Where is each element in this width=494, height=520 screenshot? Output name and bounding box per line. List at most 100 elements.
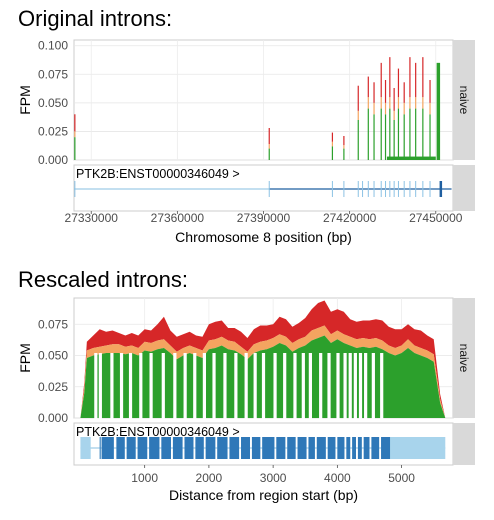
intron-gap [364, 353, 368, 419]
intron-gap [336, 353, 340, 419]
coverage-spike-red [357, 85, 359, 111]
transcript-strip [453, 165, 475, 211]
area-series-red [80, 300, 446, 418]
exon-cds [316, 437, 326, 459]
coverage-spike-red [397, 68, 400, 98]
coverage-spike-green [380, 108, 382, 160]
coverage-spike-green [74, 137, 76, 160]
intron-gap [202, 353, 207, 419]
coverage-spike-orange [268, 144, 270, 149]
intron-gap [223, 353, 227, 419]
exon-cds [101, 437, 114, 459]
coverage-spike-red [389, 57, 391, 98]
intron-gap [183, 353, 187, 419]
coverage-spike-orange [384, 102, 387, 115]
coverage-spike-orange [389, 97, 391, 109]
exon-cds [262, 437, 275, 459]
coverage-spike-red [74, 114, 76, 132]
exon-cds [161, 437, 171, 459]
coverage-spike-green [367, 108, 369, 160]
x-axis-label: Chromosome 8 position (bp) [175, 229, 352, 245]
exon-cds [251, 437, 261, 459]
exon-cds [327, 437, 336, 459]
exon-cds [241, 437, 251, 459]
coverage-spike-green [357, 120, 359, 160]
coverage-spike-orange [409, 97, 411, 109]
intron-gap [98, 353, 102, 419]
intron-gap [193, 353, 197, 419]
exon-cds [116, 437, 125, 459]
chart-title: Rescaled introns: [18, 267, 188, 292]
coverage-spike-orange [357, 110, 359, 120]
intron-gap [128, 353, 133, 419]
exon-mark [385, 181, 387, 197]
exon-cds [99, 437, 101, 459]
facet-strip [453, 40, 475, 160]
coverage-spike-green [393, 120, 395, 160]
exon-cds [184, 437, 194, 459]
coverage-spike-orange [331, 141, 334, 147]
coverage-spike-green [429, 114, 431, 160]
coverage-spike-green [422, 108, 424, 160]
coverage-spike-green [268, 148, 270, 160]
exon-mark [362, 181, 364, 197]
baseline-coverage [436, 62, 441, 160]
facet-label: naive [457, 86, 471, 115]
exon-mark [439, 181, 443, 197]
coverage-marks [80, 300, 446, 419]
coverage-spike-green [384, 114, 387, 160]
x-tick-label: 1000 [131, 471, 158, 485]
exon-mark [331, 181, 333, 197]
x-axis-label: Distance from region start (bp) [169, 487, 358, 503]
exon-cds [363, 437, 370, 459]
coverage-spike-orange [415, 97, 417, 109]
coverage-spike-orange [367, 97, 369, 109]
coverage-spike-orange [74, 131, 76, 138]
intron-gap [319, 353, 323, 419]
coverage-spike-red [380, 62, 382, 98]
exon-cds [297, 437, 307, 459]
coverage-spike-green [389, 108, 391, 160]
coverage-spike-green [331, 146, 334, 160]
coverage-spike-orange [422, 97, 424, 109]
exon-mark [343, 181, 345, 197]
x-tick-label: 2000 [196, 471, 223, 485]
intron-gap [358, 353, 363, 419]
intron-gap [234, 353, 238, 419]
exon-cds [381, 437, 391, 459]
exon-mark [380, 181, 382, 197]
y-tick-label: 0.025 [38, 380, 68, 394]
coverage-spike-red [384, 80, 387, 103]
area-series-orange [80, 325, 446, 418]
coverage-spike-orange [373, 102, 375, 115]
y-tick-label: 0.050 [38, 349, 68, 363]
exon-cds [287, 437, 296, 459]
intron-gap [212, 353, 216, 419]
exon-cds [126, 437, 136, 459]
intron-gap [119, 353, 124, 419]
exon-cds [308, 437, 315, 459]
exon-mark [397, 181, 399, 197]
coverage-spike-red [415, 62, 417, 98]
exon-cds [137, 437, 148, 459]
intron-gap [244, 353, 248, 419]
x-tick-label: 27330000 [65, 211, 119, 225]
exon-mark [268, 181, 270, 197]
y-tick-label: 0.000 [38, 411, 68, 425]
intron-gap [139, 353, 143, 419]
intron-gap [348, 353, 352, 419]
intron-gap [110, 353, 114, 419]
intron-gap [173, 353, 177, 419]
y-axis-label: FPM [17, 343, 33, 373]
facet-strip [453, 298, 475, 418]
intron-gap [94, 353, 98, 419]
chart-2: Rescaled introns: 0.000 0.025 0.050 0.075 FPM… [17, 267, 475, 503]
coverage-spike-orange [343, 145, 345, 149]
coverage-spike-orange [429, 102, 431, 115]
transcript-strip [453, 423, 475, 465]
coverage-spike-orange [403, 102, 405, 115]
exon-mark [367, 181, 369, 197]
coverage-spike-green [409, 108, 411, 160]
transcript-label: PTK2B:ENST00000346049 > [76, 167, 240, 181]
